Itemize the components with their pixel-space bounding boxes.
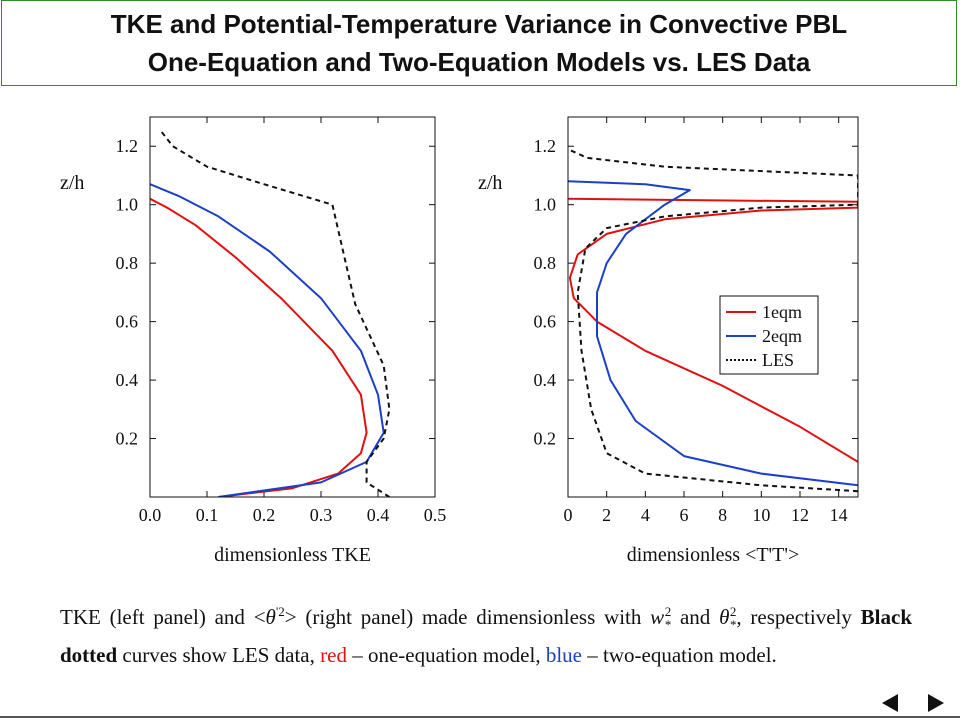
y-tick-label: 0.8 — [116, 253, 139, 273]
x-tick-label: 6 — [680, 505, 689, 525]
x-tick-label: 0.1 — [196, 505, 219, 525]
x-tick-label: 0.5 — [424, 505, 447, 525]
x-tick-label: 0 — [564, 505, 573, 525]
title-line-2: One-Equation and Two-Equation Models vs.… — [147, 47, 811, 77]
y-tick-label: 1.0 — [116, 195, 139, 215]
y-tick-label: 1.2 — [116, 136, 139, 156]
y-tick-label: 0.4 — [534, 370, 557, 390]
x-tick-label: 0.0 — [139, 505, 162, 525]
y-axis-label: z/h — [478, 172, 502, 194]
triangle-left-icon[interactable] — [880, 693, 900, 713]
y-tick-label: 1.0 — [534, 195, 557, 215]
title-banner: TKE and Potential-Temperature Variance i… — [1, 0, 957, 86]
series-line-2eqm — [568, 180, 858, 487]
series-line-2eqm — [150, 183, 385, 497]
x-tick-label: 0.2 — [253, 505, 276, 525]
blue-label: blue — [545, 643, 582, 668]
figure-caption: TKE (left panel) and <θ'2> (right panel)… — [60, 604, 913, 668]
x-tick-label: 14 — [830, 505, 848, 525]
y-tick-label: 1.2 — [534, 136, 557, 156]
y-tick-label: 0.8 — [534, 253, 557, 273]
x-tick-label: 12 — [791, 505, 809, 525]
x-tick-label: 0.3 — [310, 505, 333, 525]
y-tick-label: 0.2 — [534, 429, 557, 449]
red-label: red — [320, 643, 347, 668]
legend-label-les: LES — [762, 350, 794, 370]
black-dotted-label: Black dotted — [60, 605, 913, 668]
plot-frame — [567, 116, 859, 498]
x-tick-label: 0.4 — [367, 505, 390, 525]
legend-label-1eqm: 1eqm — [762, 302, 802, 322]
tke-chart: 0.0 0.1 0.2 0.3 0.4 0.5 0.2 0.4 0.6 0.8 1.0 1.2 dime… — [60, 116, 447, 566]
x-tick-label: 8 — [718, 505, 727, 525]
series-line-les — [568, 148, 858, 493]
y-axis-label: z/h — [60, 172, 84, 194]
y-tick-label: 0.6 — [116, 312, 139, 332]
plot-frame — [149, 116, 436, 498]
bottom-divider — [0, 716, 960, 718]
series-line-1eqm — [568, 197, 858, 463]
x-tick-label: 2 — [602, 505, 611, 525]
y-tick-label: 0.6 — [534, 312, 557, 332]
x-tick-label: 4 — [641, 505, 650, 525]
y-tick-label: 0.2 — [116, 429, 139, 449]
triangle-right-icon[interactable] — [926, 693, 946, 713]
x-axis-label: dimensionless TKE — [214, 544, 371, 566]
y-tick-label: 0.4 — [116, 370, 139, 390]
variance-chart: 0 2 4 6 8 10 12 14 0.2 0.4 0.6 0.8 1.0 1.2 dimensionle… — [478, 116, 859, 566]
x-tick-label: 10 — [752, 505, 770, 525]
legend-label-2eqm: 2eqm — [762, 326, 802, 346]
series-line-les — [160, 130, 391, 497]
x-axis-label: dimensionless <T'T'> — [627, 544, 800, 566]
series-line-1eqm — [150, 197, 368, 497]
title-line-1: TKE and Potential-Temperature Variance i… — [110, 9, 848, 39]
